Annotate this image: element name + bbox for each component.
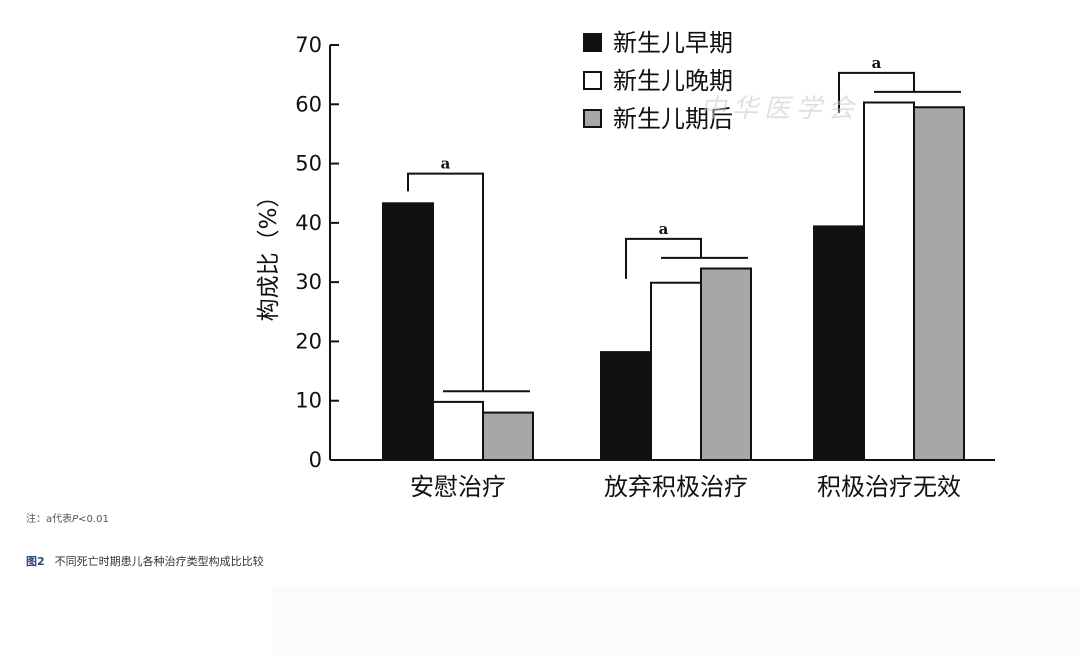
x-category-label: 安慰治疗 [410, 473, 506, 501]
bar [700, 267, 752, 461]
bar [863, 101, 915, 461]
figure-title: 不同死亡时期患儿各种治疗类型构成比比较 [54, 555, 264, 568]
y-tick-label: 30 [295, 270, 322, 294]
note-prefix: 注：a代表 [26, 514, 73, 525]
x-category-label: 放弃积极治疗 [604, 473, 748, 501]
y-tick-label: 10 [295, 389, 322, 413]
bar [813, 225, 865, 461]
significance-bracket [407, 172, 484, 392]
bar [650, 281, 702, 461]
legend-swatch [583, 109, 602, 128]
y-axis-title: 构成比（%） [256, 185, 282, 322]
note-suffix: <0.01 [78, 514, 109, 525]
significance-label: a [659, 220, 669, 238]
figure-number: 图2 [26, 555, 45, 568]
figure-caption: 图2 不同死亡时期患儿各种治疗类型构成比比较 [26, 553, 264, 569]
chart-note: 注：a代表P<0.01 [26, 510, 109, 525]
footer-band [272, 586, 1080, 656]
legend-label: 新生儿晚期 [613, 67, 733, 95]
y-tick-label: 50 [295, 152, 322, 176]
significance-label: a [441, 155, 451, 173]
significance-bracket [838, 71, 915, 113]
legend-swatch [583, 33, 602, 52]
bar [432, 400, 484, 461]
y-tick-label: 70 [295, 33, 322, 57]
legend-label: 新生儿早期 [613, 29, 733, 57]
bar [600, 351, 652, 462]
note-p: P [72, 514, 79, 525]
legend-label: 新生儿期后 [613, 105, 733, 133]
y-tick-label: 40 [295, 211, 322, 235]
y-tick-label: 20 [295, 329, 322, 353]
significance-brackets: a a a [407, 54, 961, 393]
legend-swatch [583, 71, 602, 90]
bar [913, 106, 965, 461]
y-tick-label: 60 [295, 92, 322, 116]
x-category-label: 积极治疗无效 [817, 473, 961, 501]
significance-bracket [625, 237, 702, 279]
bar [382, 202, 434, 462]
chart-bars: 安慰治疗 放弃积极治疗 积极治疗无效 [382, 101, 965, 501]
y-tick-label: 0 [309, 448, 322, 472]
bar [482, 411, 534, 462]
watermark: 中华医学会 [700, 94, 861, 124]
significance-label: a [872, 54, 882, 72]
